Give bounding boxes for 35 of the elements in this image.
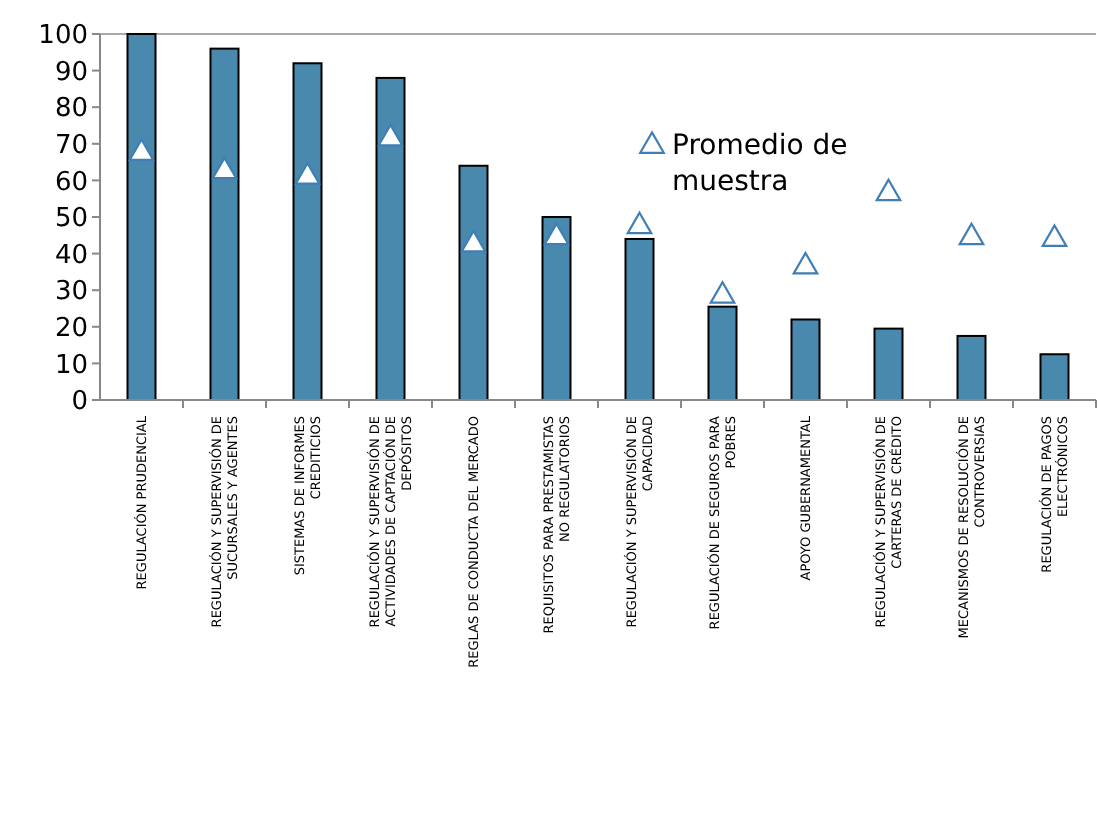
point bbox=[294, 162, 321, 185]
bar bbox=[956, 334, 987, 401]
bar bbox=[624, 237, 655, 401]
y-tick-label: 90 bbox=[54, 57, 88, 88]
point bbox=[543, 222, 570, 246]
bar bbox=[541, 216, 572, 401]
y-tick-label: 40 bbox=[54, 240, 88, 271]
point bbox=[1041, 224, 1068, 248]
y-tick-label: 80 bbox=[54, 94, 88, 125]
bar bbox=[375, 76, 406, 401]
bar bbox=[790, 318, 821, 401]
point bbox=[128, 138, 155, 162]
point bbox=[875, 178, 902, 202]
point bbox=[377, 123, 404, 147]
y-tick-label: 50 bbox=[54, 204, 88, 235]
bar bbox=[292, 62, 323, 401]
bar bbox=[1039, 353, 1070, 401]
legend-label: Promedio de muestra bbox=[672, 129, 848, 199]
bar bbox=[458, 164, 489, 401]
y-tick-label: 0 bbox=[71, 387, 88, 418]
point bbox=[709, 281, 736, 304]
point bbox=[958, 222, 985, 246]
bar bbox=[873, 327, 904, 401]
bar bbox=[126, 33, 157, 401]
y-tick-label: 60 bbox=[54, 167, 88, 198]
bar bbox=[209, 47, 240, 401]
point bbox=[626, 211, 653, 235]
y-tick-label: 100 bbox=[38, 21, 88, 52]
y-tick-label: 10 bbox=[54, 350, 88, 381]
point bbox=[792, 251, 819, 275]
point bbox=[460, 229, 487, 253]
y-tick-label: 20 bbox=[54, 313, 88, 344]
point bbox=[211, 156, 238, 180]
y-tick-label: 30 bbox=[54, 277, 88, 308]
y-tick-label: 70 bbox=[54, 130, 88, 161]
